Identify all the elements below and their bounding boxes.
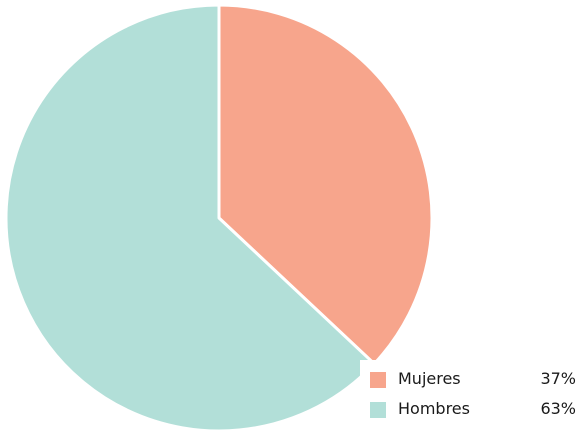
legend-item-hombres: Hombres 63% [370, 398, 576, 422]
legend-label-hombres: Hombres [398, 399, 470, 418]
pie-slice-hombres [4, 3, 376, 433]
legend: Mujeres 37% Hombres 63% [360, 360, 580, 433]
pie-slice-mujeres [217, 3, 434, 366]
legend-swatch-mujeres [370, 372, 386, 388]
legend-label-mujeres: Mujeres [398, 369, 461, 388]
legend-value-hombres: 63% [540, 399, 576, 418]
legend-value-mujeres: 37% [540, 369, 576, 388]
pie-slices [4, 3, 434, 433]
legend-item-mujeres: Mujeres 37% [370, 368, 576, 392]
legend-swatch-hombres [370, 402, 386, 418]
